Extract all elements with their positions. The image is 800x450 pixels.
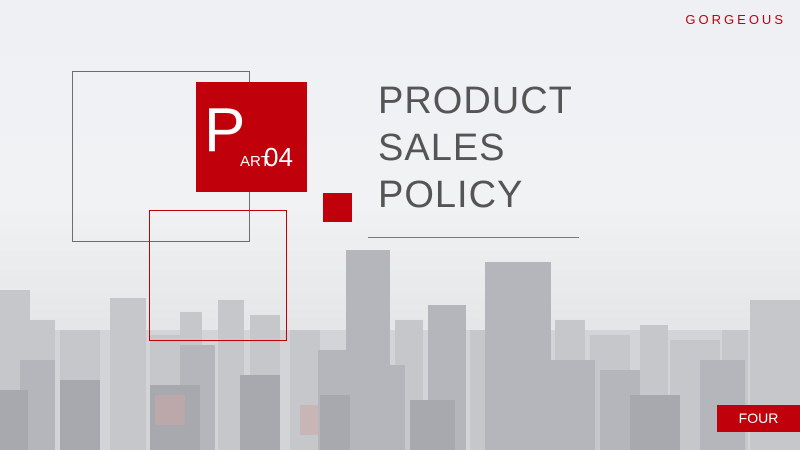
title-line-1: PRODUCT [378, 80, 573, 122]
part-number-box: P ART 04 [196, 82, 307, 192]
title-line-2: SALES [378, 127, 506, 169]
part-label: ART [240, 153, 270, 170]
decorative-red-square [323, 193, 352, 222]
part-letter: P [204, 96, 246, 165]
part-number: 04 [264, 142, 293, 172]
decorative-red-frame [149, 210, 287, 341]
section-title: PRODUCT SALES POLICY [378, 78, 573, 219]
title-divider [368, 237, 579, 238]
brand-logo-text: GORGEOUS [685, 12, 786, 27]
section-badge: FOUR [717, 405, 800, 432]
title-line-3: POLICY [378, 174, 524, 216]
